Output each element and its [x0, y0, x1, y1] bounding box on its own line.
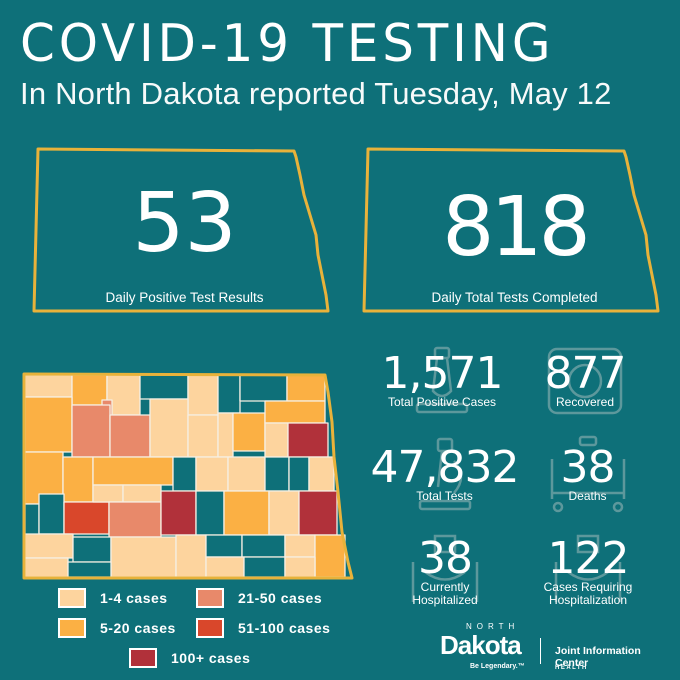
patient-icon — [554, 534, 622, 603]
legend-label: 51-100 cases — [238, 620, 331, 636]
stat-label-line2: Hospitalized — [412, 593, 478, 608]
legend-label: 1-4 cases — [100, 590, 168, 606]
stat-value: 122 — [547, 533, 630, 584]
stat-total-positive: 1,571 Total Positive Cases — [372, 346, 512, 413]
logo-north: NORTH — [466, 622, 520, 631]
page-subtitle: In North Dakota reported Tuesday, May 12 — [20, 76, 612, 111]
stat-label: Total Positive Cases — [387, 395, 497, 409]
legend-label: 5-20 cases — [100, 620, 176, 636]
stat-label-line2: Hospitalization — [548, 593, 628, 608]
legend-swatch — [196, 618, 224, 638]
legend-label: 100+ cases — [171, 650, 251, 666]
legend-swatch — [58, 588, 86, 608]
logo-dakota: Dakota — [440, 630, 522, 660]
stat-value: 38 — [560, 442, 616, 493]
page-title: COVID-19 TESTING — [20, 14, 555, 74]
daily-tests-card: 818 Daily Total Tests Completed — [362, 145, 667, 315]
recovered-icon — [547, 347, 623, 414]
microscope-icon — [418, 437, 471, 510]
test-tube-icon — [415, 346, 469, 413]
stat-value: 877 — [544, 348, 627, 399]
hospital-bed-icon — [550, 435, 625, 512]
nd-outline-icon — [362, 147, 660, 313]
legend-swatch — [58, 618, 86, 638]
stat-recovered: 877 Recovered — [530, 347, 640, 414]
nd-outline-icon — [32, 147, 330, 313]
logo-tagline: Be Legendary.™ — [470, 663, 525, 670]
legend-item-51-100: 51-100 cases — [196, 618, 330, 638]
nd-health-logo: NORTH Dakota Be Legendary.™ Joint Inform… — [440, 620, 675, 675]
stat-label: Total Tests — [416, 489, 473, 503]
legend-item-1-4: 1-4 cases — [58, 588, 168, 608]
legend-item-5-20: 5-20 cases — [58, 618, 176, 638]
stat-currently-hospitalized: 38 Currently Hospitalized — [395, 533, 495, 608]
legend-label: 21-50 cases — [238, 590, 323, 606]
legend-swatch — [129, 648, 157, 668]
stat-deaths: 38 Deaths — [540, 435, 635, 512]
daily-positive-label: Daily Positive Test Results — [105, 290, 264, 305]
stat-label-line1: Currently — [420, 580, 470, 594]
stat-total-tests: 47,832 Total Tests — [362, 437, 527, 510]
logo-dept: HEALTH — [555, 665, 588, 671]
county-map — [22, 372, 354, 580]
stat-cases-requiring-hospitalization: 122 Cases Requiring Hospitalization — [533, 533, 643, 608]
logo-org: Joint Information Center — [555, 645, 641, 669]
stat-value: 38 — [418, 533, 473, 584]
legend-swatch — [196, 588, 224, 608]
stat-value: 1,571 — [381, 348, 504, 399]
stat-value: 47,832 — [370, 442, 520, 493]
legend-item-21-50: 21-50 cases — [196, 588, 322, 608]
daily-positive-card: 53 Daily Positive Test Results — [32, 145, 337, 315]
stat-label: Recovered — [555, 395, 615, 409]
daily-tests-label: Daily Total Tests Completed — [431, 290, 598, 305]
stat-label-line1: Cases Requiring — [543, 580, 633, 594]
stat-label: Deaths — [568, 489, 607, 503]
legend-item-100-plus: 100+ cases — [129, 648, 250, 668]
daily-positive-value: 53 — [132, 176, 237, 271]
daily-tests-value: 818 — [442, 180, 591, 275]
patient-icon — [411, 534, 479, 603]
logo-divider — [540, 638, 541, 664]
